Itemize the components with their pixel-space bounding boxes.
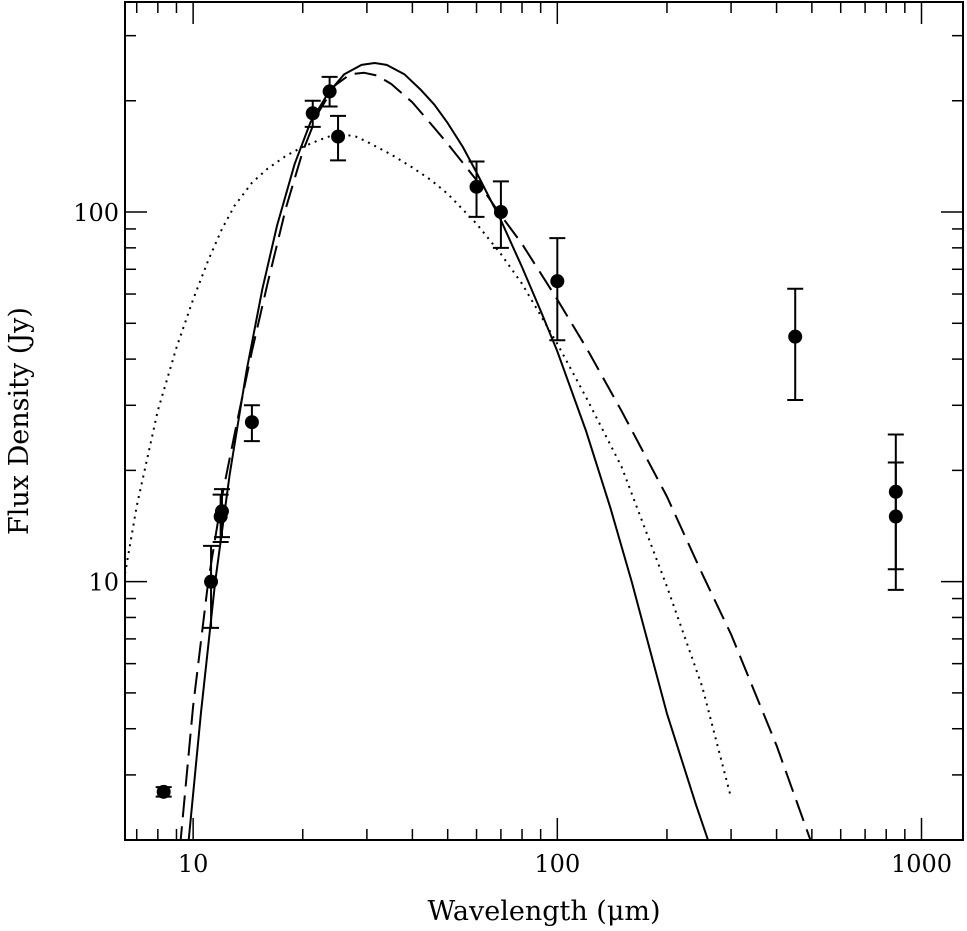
data-marker [204,574,219,589]
y-axis-label: Flux Density (Jy) [4,307,35,535]
data-point [787,287,804,402]
x-tick-label: 1000 [891,850,952,878]
data-points [155,75,904,799]
axis-tick-labels: 10 100 1000 10 100 [73,199,952,878]
dashed-model-curve [179,71,812,840]
data-marker [244,415,259,430]
data-point [304,99,321,128]
x-axis-label: Wavelength (μm) [427,896,660,927]
data-point [887,433,904,591]
dotted-model-curve [125,133,733,799]
x-tick-label: 10 [178,850,209,878]
data-point [549,237,566,342]
y-tick-label: 100 [73,199,119,227]
data-point [492,180,509,249]
data-marker [331,129,346,144]
data-marker [156,784,171,799]
data-point [155,784,172,799]
y-tick-label: 10 [88,569,119,597]
data-marker [214,504,229,519]
data-point [468,160,485,218]
data-marker [469,179,484,194]
solid-model-curve [187,62,710,840]
data-point [321,75,338,108]
data-point [243,404,260,443]
x-tick-label: 100 [534,850,580,878]
data-marker [788,329,803,344]
data-marker [305,106,320,121]
model-curves [125,62,812,840]
data-marker [550,274,565,289]
data-marker [322,84,337,99]
data-marker [493,205,508,220]
data-point [203,544,220,629]
data-point [213,488,230,539]
data-marker [888,509,903,524]
data-point [330,114,347,162]
axis-ticks [125,2,963,841]
plot-frame [124,1,964,841]
